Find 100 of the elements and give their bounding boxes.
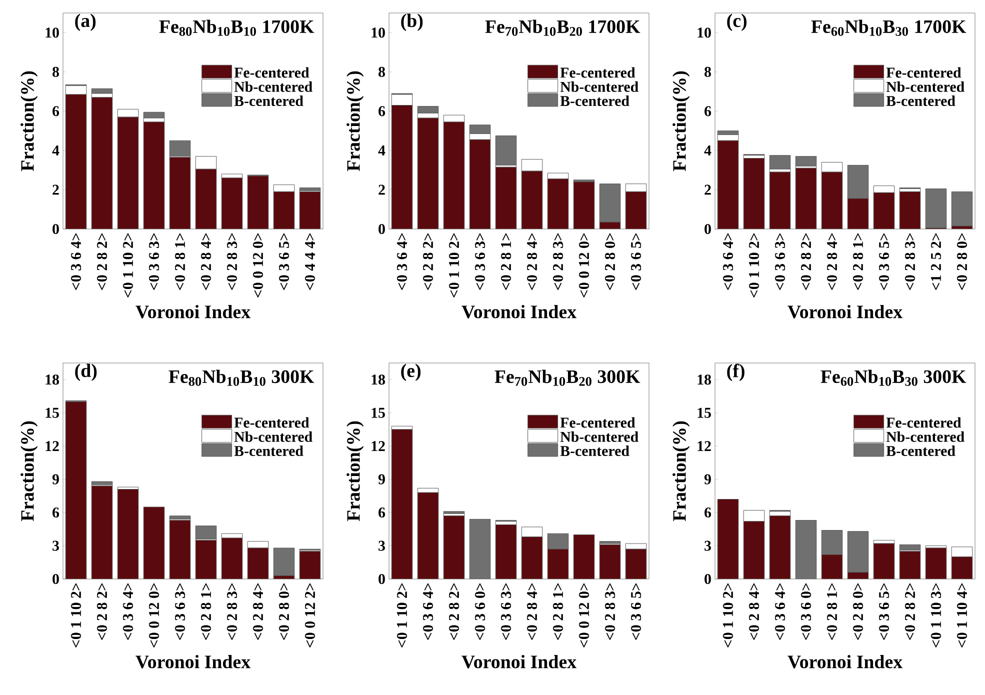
x-tick-label: <0 0 12 0> (578, 233, 590, 298)
y-tick-label: 2 (378, 184, 385, 195)
x-tick-label: <0 2 8 1> (826, 583, 838, 640)
y-tick-label: 15 (46, 408, 59, 418)
legend-label: Nb-centered (560, 431, 638, 442)
chart-subtitle: Fe$_{60}$Nb$_{10}$B$_{30}$ 1700K (811, 20, 966, 36)
x-tick-label: <0 1 10 3> (930, 583, 942, 648)
x-tick-label: <0 0 12 0> (578, 583, 590, 648)
y-tick-label: 6 (704, 508, 712, 518)
x-tick-label: <0 3 6 5> (630, 233, 642, 290)
x-axis-title: Voronoi Index (788, 304, 902, 318)
y-tick-label: 10 (372, 28, 385, 38)
y-tick-label: 6 (704, 106, 712, 116)
x-tick-label: <0 3 6 4> (122, 583, 134, 640)
x-tick-label: <0 2 8 1> (852, 233, 864, 290)
y-tick-label: 0 (704, 574, 711, 584)
y-tick-label: 12 (372, 441, 385, 452)
y-tick-label: 9 (704, 474, 711, 484)
y-tick-label: 15 (698, 408, 711, 418)
y-tick-label: 10 (698, 28, 711, 38)
x-tick-label: <0 3 6 3> (500, 583, 512, 640)
x-tick-label: <0 2 8 4> (526, 583, 538, 640)
x-axis-title: Voronoi Index (136, 654, 250, 668)
legend-label: B-centered (886, 446, 956, 456)
x-tick-label: <0 3 6 4> (774, 583, 786, 640)
y-tick-label: 8 (704, 66, 711, 77)
x-tick-label: <0 2 8 4> (826, 233, 838, 290)
x-tick-label: <0 2 8 0> (278, 583, 290, 640)
x-tick-label: <0 2 8 2> (422, 233, 434, 290)
y-axis-title: Fraction(%) (672, 71, 690, 172)
legend-label: Fe-centered (234, 67, 310, 78)
y-tick-label: 4 (704, 146, 712, 156)
x-tick-label: <0 2 8 2> (904, 583, 916, 640)
chart-title: (a) (75, 14, 96, 31)
y-tick-label: 4 (52, 146, 60, 156)
chart-subtitle: Fe$_{70}$Nb$_{10}$B$_{20}$ 300K (494, 370, 640, 386)
chart-title: (b) (401, 14, 423, 31)
y-tick-label: 0 (378, 224, 385, 234)
x-tick-label: <0 2 8 4> (748, 583, 760, 640)
x-tick-label: <0 2 8 2> (448, 583, 460, 640)
chart-title: (c) (727, 14, 747, 31)
legend-label: Fe-centered (560, 67, 636, 78)
legend-label: Fe-centered (886, 67, 962, 78)
x-tick-label: <0 3 6 3> (474, 233, 486, 290)
chart-title: (f) (727, 364, 744, 382)
x-tick-label: <0 1 10 4> (956, 583, 968, 648)
y-tick-label: 18 (698, 374, 711, 385)
x-tick-label: <0 2 8 3> (604, 583, 616, 640)
y-tick-label: 6 (378, 508, 386, 518)
y-tick-label: 0 (704, 224, 711, 234)
chart-subtitle: Fe$_{70}$Nb$_{10}$B$_{20}$ 1700K (485, 20, 640, 36)
y-tick-label: 6 (52, 106, 60, 116)
y-tick-label: 9 (52, 474, 59, 484)
chart-title: (e) (401, 364, 420, 381)
chart-subtitle: Fe$_{80}$Nb$_{10}$B$_{10}$ 1700K (159, 20, 314, 36)
y-tick-label: 15 (372, 408, 385, 418)
y-tick-label: 3 (704, 540, 711, 551)
x-tick-label: <0 2 8 4> (252, 583, 264, 640)
x-tick-label: <0 2 8 1> (552, 583, 564, 640)
y-tick-label: 12 (698, 441, 711, 452)
x-tick-label: <0 1 10 2> (122, 233, 134, 298)
y-axis-title: Fraction(%) (346, 421, 364, 522)
x-tick-label: <0 3 6 3> (174, 583, 186, 640)
y-tick-label: 18 (372, 374, 385, 385)
x-tick-label: <0 3 6 3> (148, 233, 160, 290)
y-tick-label: 18 (46, 374, 59, 385)
x-axis-title: Voronoi Index (462, 654, 576, 668)
x-tick-label: <0 2 8 0> (956, 233, 968, 290)
x-tick-label: <0 2 8 4> (200, 233, 212, 290)
chart-title: (d) (75, 364, 97, 381)
x-tick-label: <0 2 8 2> (96, 583, 108, 640)
y-tick-label: 8 (378, 66, 385, 77)
y-tick-label: 4 (378, 146, 386, 156)
x-tick-label: <0 3 6 3> (774, 233, 786, 290)
x-tick-label: <0 3 6 5> (878, 233, 890, 290)
x-tick-label: <0 1 10 2> (448, 233, 460, 298)
y-tick-label: 9 (378, 474, 385, 484)
y-tick-label: 2 (52, 184, 59, 195)
x-tick-label: <0 3 6 5> (630, 583, 642, 640)
x-tick-label: <0 1 10 2> (70, 583, 82, 648)
x-tick-label: <0 3 6 4> (70, 233, 82, 290)
legend-label: Nb-centered (886, 431, 964, 442)
x-tick-label: <1 2 5 2> (930, 233, 942, 290)
x-tick-label: <0 0 12 0> (148, 583, 160, 648)
x-tick-label: <0 2 8 3> (226, 583, 238, 640)
y-tick-label: 12 (46, 441, 59, 452)
legend-label: Fe-centered (234, 417, 310, 428)
x-tick-label: <0 1 10 2> (748, 233, 760, 298)
x-tick-label: <0 2 8 0> (604, 233, 616, 290)
legend-label: B-centered (560, 96, 630, 106)
x-tick-label: <0 1 10 2> (722, 583, 734, 648)
legend-label: Nb-centered (234, 431, 312, 442)
y-tick-label: 0 (52, 224, 59, 234)
legend-label: Fe-centered (560, 417, 636, 428)
y-tick-label: 8 (52, 66, 59, 77)
x-tick-label: <0 3 6 0> (800, 583, 812, 640)
x-tick-label: <0 3 6 4> (396, 233, 408, 290)
legend-label: Nb-centered (234, 81, 312, 92)
y-axis-title: Fraction(%) (672, 421, 690, 522)
y-tick-label: 3 (378, 540, 385, 551)
